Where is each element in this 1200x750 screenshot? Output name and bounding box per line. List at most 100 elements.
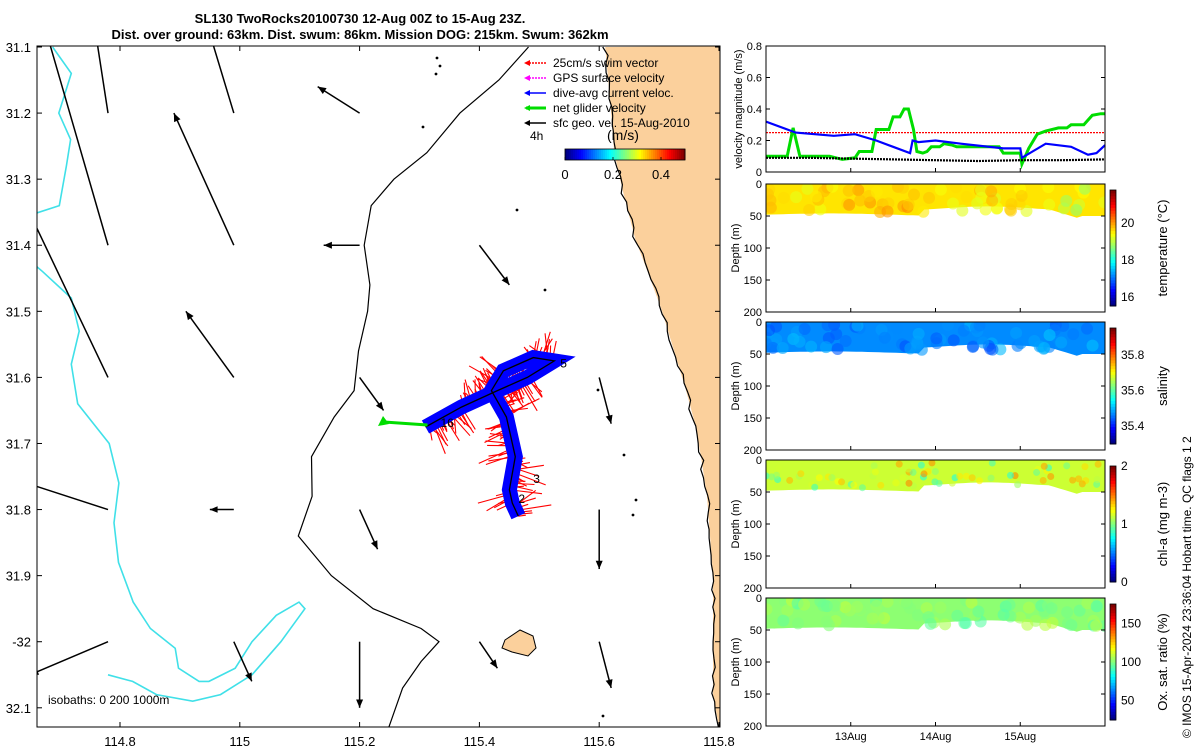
salinity-colorbar-cell [1110,397,1116,401]
temperature-colorbar-cell [1110,233,1116,237]
map-xtick-label: 115.6 [583,734,615,749]
temperature-sample [766,188,774,201]
chla-colorbar-cell [1110,495,1116,499]
temperature-colorbar-frame [1109,189,1117,307]
colorbar-cell [567,149,570,160]
chla-sample [1094,460,1102,468]
colorbar-cell [603,149,606,160]
colorbar-cell [605,149,608,160]
reef-dot [596,388,600,392]
temperature-sample [809,190,822,203]
salinity-sample [839,335,852,348]
colorbar-cell [579,149,582,160]
oxygen-colorbar-cell [1110,696,1116,701]
salinity-sample [820,341,833,354]
chla-colorbar-cell [1110,521,1116,525]
chla-colorbar-cell [1110,555,1116,560]
temperature-colorbar-cell [1110,190,1116,194]
oxygen-sample [820,615,833,628]
temperature-sample [934,184,947,196]
map-ytick-label: 31.2 [6,106,31,121]
map-ytick-label: 31.6 [6,370,31,385]
temperature-sample [979,203,992,216]
chla-colorbar-cell [1110,532,1116,537]
chla-cblabel: chl-a (mg m-3) [1155,482,1170,567]
chla-sample [976,477,984,485]
colorbar-cell [645,149,648,160]
chla-colorbar-cell [1110,538,1116,542]
legend-swatch-head [524,90,530,96]
oxygen-colorbar-cell [1110,693,1116,698]
salinity-sample [1038,341,1051,354]
oxygen-sample [798,598,811,611]
map-ytick-label: 31.4 [6,238,31,253]
oxygen-colorbar-cell [1110,612,1116,617]
sfc-vector-head [356,699,364,708]
chla-sample [768,473,776,481]
chla-data [766,460,1105,494]
salinity-sample [1081,322,1094,335]
legend-item: net glider velocity [553,101,646,115]
colorbar-cell [661,149,664,160]
oxygen-colorbar-cell [1110,691,1116,695]
sfc-vector-head [323,241,332,249]
colorbar-cell [651,149,654,160]
sfc-vector-shaft [37,226,109,378]
colorbar-cell [589,149,592,160]
salinity-colorbar-cell [1110,415,1116,419]
temperature-sample [777,191,790,204]
oxygen-sample [1081,598,1094,610]
oxygen-colorbar-cell [1110,659,1116,663]
salinity-colorbar-cell [1110,339,1116,343]
chla-sample [948,479,956,487]
legend-time-label: 4h [530,129,543,143]
figure-title-line2: Dist. over ground: 63km. Dist. swum: 86k… [111,27,609,42]
oxygen-colorbar-cell [1110,644,1116,648]
temperature-sample [1070,204,1083,217]
colorbar-cell [631,149,634,160]
chla-colorbar-cell [1110,509,1116,513]
sfc-vector-shaft [173,112,235,246]
chla-sample [988,460,996,467]
salinity-ytick-label: 50 [750,349,762,361]
salinity-colorbar-cell [1110,359,1116,364]
salinity-sample [930,332,943,345]
temperature-ytick-label: 150 [744,275,762,287]
oxygen-colorbar-cell [1110,606,1116,611]
velocity-series-line [766,156,1106,163]
oxygen-sample [1090,619,1103,632]
chla-sample [811,483,819,491]
chla-sample [1070,470,1078,478]
chla-sample [962,472,970,480]
figure-title-line1: SL130 TwoRocks20100730 12-Aug 00Z to 15-… [194,11,526,26]
salinity-colorbar-cell [1110,333,1116,338]
swim-vector [518,514,526,517]
oxygen-colorbar-cell [1110,615,1116,619]
oxygen-cbtick-label: 100 [1121,655,1141,669]
chla-sample [1040,462,1048,470]
chla-colorbar-cell [1110,466,1116,470]
oxygen-colorbar-cell [1110,699,1116,704]
net-velocity-arrow [383,420,428,427]
chla-colorbar-cell [1110,564,1116,568]
salinity-colorbar-cell [1110,345,1116,349]
temperature-sample [975,184,988,197]
colorbar-cell [595,149,598,160]
sfc-vector-head [371,540,378,550]
temperature-cbtick-label: 18 [1121,253,1135,267]
chla-sample [871,468,879,476]
oxygen-sample [768,616,781,629]
salinity-colorbar-cell [1110,394,1116,399]
temperature-sample [986,194,999,207]
colorbar-cell [681,149,684,160]
salinity-sample [830,328,843,341]
chla-sample [1069,476,1077,484]
net-velocity-arrow-head [378,416,389,426]
land-mass [605,46,720,727]
reef-dot [634,498,638,502]
temperature-ylabel: Depth (m) [730,224,742,273]
temperature-sample [971,197,984,210]
colorbar-tick-label: 0.4 [652,167,670,182]
oxygen-colorbar-cell [1110,630,1116,634]
temperature-colorbar-cell [1110,282,1116,287]
